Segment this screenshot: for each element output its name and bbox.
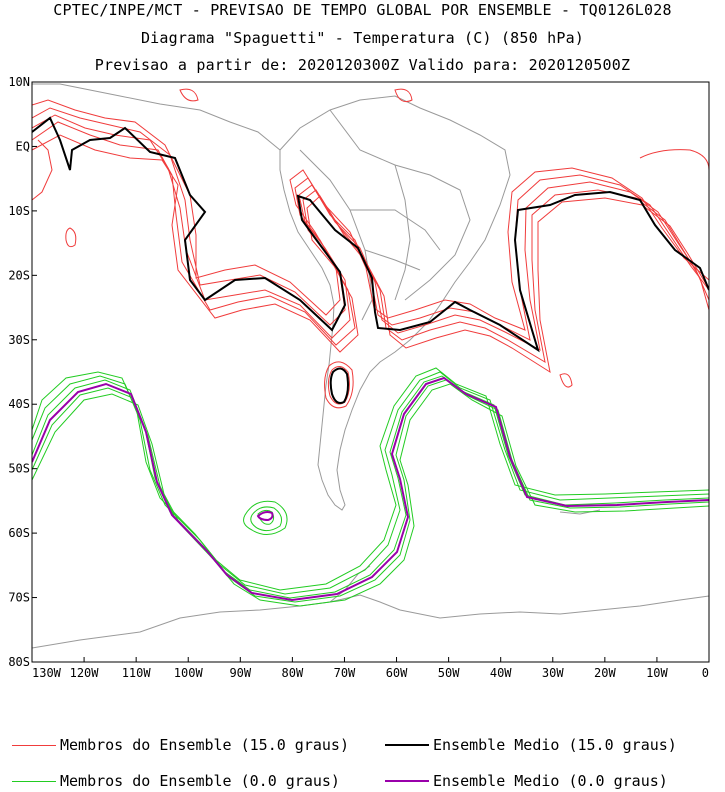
mean-0-line xyxy=(32,376,709,602)
x-tick-label: 70W xyxy=(334,666,356,680)
legend-swatch-purple xyxy=(385,780,429,782)
member-15-line-2 xyxy=(32,114,709,351)
member-15-loop-2 xyxy=(324,361,354,409)
x-axis-ticks: 130W 120W 110W 100W 90W 80W 70W 60W 50W 40W 30W 20W… xyxy=(31,657,710,680)
member-15-line-5 xyxy=(32,134,707,374)
x-tick-label: 80W xyxy=(282,666,304,680)
legend-label-mean-0: Ensemble Medio (0.0 graus) xyxy=(433,772,668,790)
member-0-line-4 xyxy=(32,383,709,607)
border-brazil xyxy=(329,109,471,301)
legend-swatch-red xyxy=(12,744,56,746)
x-tick-label: 100W xyxy=(174,666,204,680)
y-axis-ticks: 10N EQ 10S 20S 30S 40S 50S 60S 70S 80S xyxy=(8,75,37,669)
x-tick-label: 120W xyxy=(70,666,100,680)
plot-frame xyxy=(31,81,710,663)
y-tick-label: 10S xyxy=(8,204,30,218)
legend-label-members-15: Membros do Ensemble (15.0 graus) xyxy=(60,736,349,754)
y-tick-label: 50S xyxy=(8,462,30,476)
legend-swatch-green xyxy=(12,780,56,782)
y-tick-label: 10N xyxy=(8,75,30,89)
members-0-contours xyxy=(32,367,709,607)
x-tick-label: 90W xyxy=(229,666,251,680)
y-tick-label: 30S xyxy=(8,333,30,347)
mean-15-loop xyxy=(329,367,349,404)
x-tick-label: 30W xyxy=(542,666,564,680)
mean-15-line xyxy=(32,116,709,353)
x-tick-label: 110W xyxy=(122,666,152,680)
plot-area xyxy=(32,83,709,649)
member-0-loop-2 xyxy=(250,506,282,532)
members-15-contours xyxy=(32,88,709,409)
border-interior-2 xyxy=(394,164,411,301)
member-15-ring-left xyxy=(32,139,53,201)
legend-swatch-black xyxy=(385,744,429,746)
member-15-blob-2 xyxy=(394,88,413,103)
y-tick-label: 70S xyxy=(8,591,30,605)
member-0-loop-1 xyxy=(243,500,288,535)
coast-south-america xyxy=(279,95,511,511)
member-15-blob-3 xyxy=(559,373,573,388)
mean-0-loop xyxy=(256,511,274,522)
member-0-line-3 xyxy=(32,379,709,603)
coast-central-america xyxy=(32,83,281,151)
x-tick-label: 130W xyxy=(32,666,62,680)
x-tick-label: 10W xyxy=(646,666,668,680)
member-0-line-5 xyxy=(32,367,709,591)
x-tick-label: 0 xyxy=(702,666,709,680)
x-tick-label: 60W xyxy=(386,666,408,680)
legend-mean-15: Ensemble Medio (15.0 graus) xyxy=(385,736,677,754)
y-tick-label: 60S xyxy=(8,526,30,540)
chart-subtitle: Diagrama "Spaguetti" - Temperatura (C) (… xyxy=(140,29,585,47)
member-15-line-1 xyxy=(32,107,709,341)
member-15-ring-right xyxy=(639,149,709,171)
member-15-blob-4 xyxy=(179,88,199,102)
chart-forecast-dates: Previsao a partir de: 2020120300Z Valido… xyxy=(94,56,631,74)
y-tick-label: 20S xyxy=(8,268,30,282)
chart-title: CPTEC/INPE/MCT - PREVISAO DE TEMPO GLOBA… xyxy=(53,1,672,19)
y-tick-label: EQ xyxy=(16,139,30,153)
border-interior-1 xyxy=(350,209,441,251)
member-15-line-4 xyxy=(32,99,709,331)
member-15-blob-1 xyxy=(65,227,77,248)
legend-mean-0: Ensemble Medio (0.0 graus) xyxy=(385,772,668,790)
coast-antarctica xyxy=(32,594,709,649)
y-tick-label: 80S xyxy=(8,655,30,669)
legend-members-0: Membros do Ensemble (0.0 graus) xyxy=(12,772,340,790)
legend-label-members-0: Membros do Ensemble (0.0 graus) xyxy=(60,772,340,790)
border-interior-3 xyxy=(364,249,421,271)
x-tick-label: 20W xyxy=(594,666,616,680)
y-tick-label: 40S xyxy=(8,397,30,411)
legend-members-15: Membros do Ensemble (15.0 graus) xyxy=(12,736,349,754)
legend-label-mean-15: Ensemble Medio (15.0 graus) xyxy=(433,736,677,754)
x-tick-label: 40W xyxy=(490,666,512,680)
x-tick-label: 50W xyxy=(438,666,460,680)
member-0-loop-3 xyxy=(257,509,275,525)
